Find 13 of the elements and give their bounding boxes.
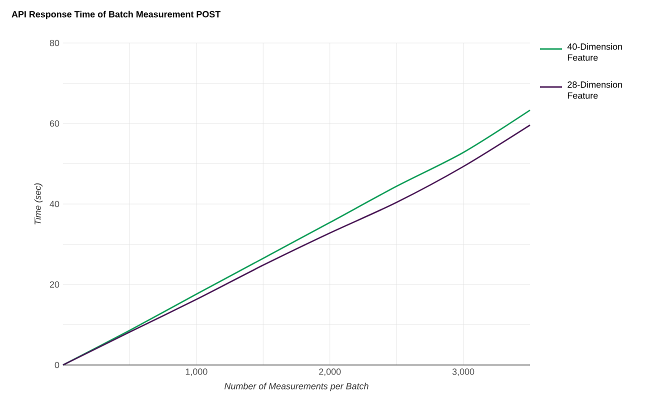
x-tick-label: 3,000 <box>452 368 474 376</box>
y-tick-label: 20 <box>50 281 60 288</box>
y-tick-label: 0 <box>54 362 60 368</box>
y-tick-label: 80 <box>50 40 60 46</box>
x-tick-label: 2,000 <box>319 368 341 376</box>
chart-title: API Response Time of Batch Measurement POST <box>12 10 221 20</box>
x-tick-label: 1,000 <box>186 368 208 376</box>
y-axis-title: Time (sec) <box>34 183 43 224</box>
x-axis-title: Number of Measurements per Batch <box>224 382 368 392</box>
y-tick-label: 60 <box>50 120 60 127</box>
legend-label: 40-Dimension Feature <box>567 43 622 61</box>
legend-label: 28-Dimension Feature <box>568 81 622 99</box>
y-tick-label: 40 <box>50 200 60 208</box>
